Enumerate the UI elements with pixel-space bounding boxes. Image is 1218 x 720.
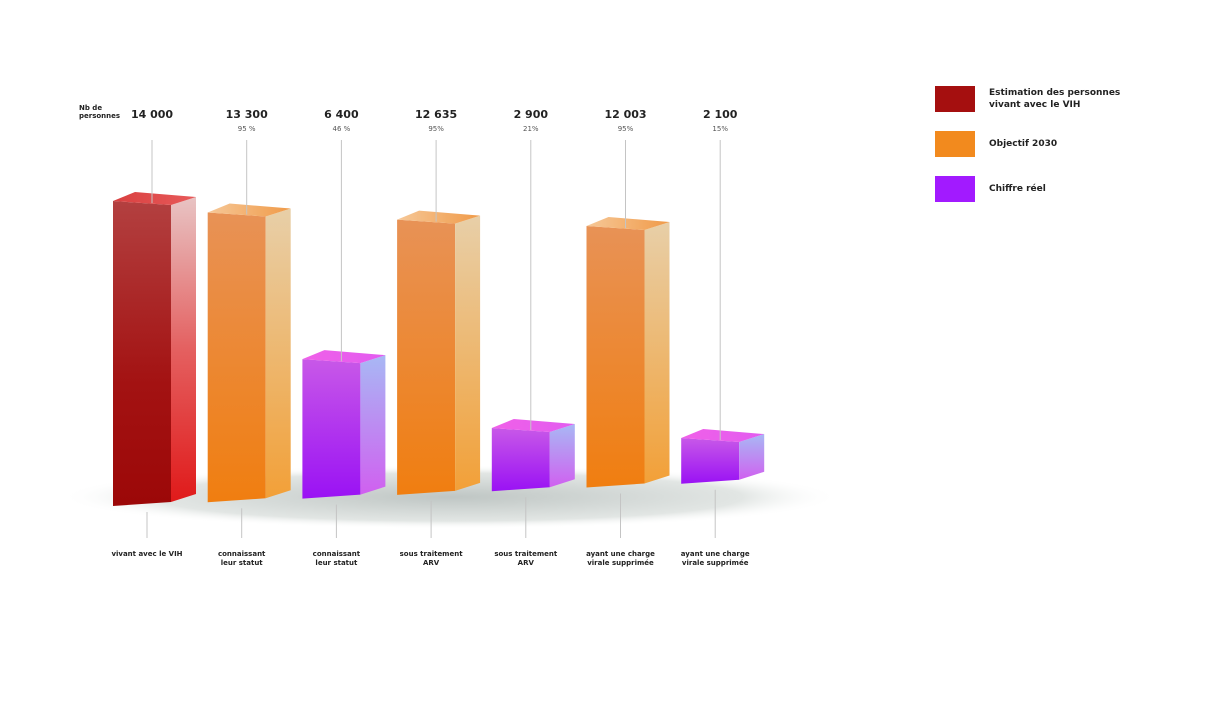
value-label: 2 100: [703, 108, 738, 121]
value-label: 13 300: [226, 108, 268, 121]
bar-6-objectif: [586, 217, 670, 488]
bar-side-face: [455, 215, 481, 491]
category-label: connaissant leur statut: [218, 550, 266, 567]
bar-1-estimation: [113, 192, 196, 506]
value-label: 6 400: [324, 108, 359, 121]
bar-3-reel: [302, 350, 386, 499]
legend-item-estimation: Estimation des personnes vivant avec le …: [935, 86, 1175, 112]
category-label: connaissant leur statut: [313, 550, 361, 567]
legend-item-objectif: Objectif 2030: [935, 131, 1175, 157]
value-label: 14 000: [131, 108, 173, 121]
percent-label: 21%: [523, 125, 539, 133]
bar-top-face: [302, 350, 386, 364]
value-label: 2 900: [514, 108, 549, 121]
bar-side-face: [644, 222, 670, 484]
percent-label: 15%: [712, 125, 728, 133]
category-label: sous traitement ARV: [494, 550, 558, 567]
bar-top-face: [207, 203, 291, 217]
category-label: sous traitement ARV: [400, 550, 464, 567]
bar-front-face: [207, 212, 266, 503]
bar-side-face: [265, 208, 291, 499]
bar-front-face: [302, 359, 361, 499]
bar-front-face: [397, 219, 456, 495]
percent-label: 46 %: [333, 125, 351, 133]
percent-label: 95%: [618, 125, 634, 133]
value-label: 12 003: [604, 108, 646, 121]
category-label: vivant avec le VIH: [111, 550, 182, 558]
bar-front-face: [586, 226, 645, 488]
legend-label-objectif: Objectif 2030: [989, 139, 1058, 149]
bar-side-face: [549, 424, 575, 488]
bar-top-face: [586, 217, 670, 231]
bar-side-face: [360, 355, 386, 495]
category-label: ayant une charge virale supprimée: [681, 550, 750, 567]
bar-side-face: [739, 434, 765, 480]
bar-top-face: [491, 419, 575, 433]
bar-front-face: [681, 438, 740, 484]
bar-2-objectif: [207, 203, 291, 503]
legend: Estimation des personnes vivant avec le …: [935, 86, 1175, 221]
legend-swatch-estimation: [935, 86, 975, 112]
bar-side-face: [171, 197, 196, 502]
percent-label: 95 %: [238, 125, 256, 133]
bar-top-face: [113, 192, 196, 205]
bar-front-face: [113, 201, 171, 506]
bar-top-face: [397, 210, 481, 224]
bar-5-reel: [491, 419, 575, 492]
bar-7-reel: [681, 429, 765, 484]
legend-label-reel: Chiffre réel: [989, 184, 1046, 194]
legend-item-reel: Chiffre réel: [935, 176, 1175, 202]
category-label: ayant une charge virale supprimée: [586, 550, 655, 567]
percent-label: 95%: [428, 125, 444, 133]
bar-top-face: [681, 429, 765, 443]
y-unit-label: Nb de personnes: [79, 104, 120, 120]
value-label: 12 635: [415, 108, 457, 121]
legend-label-estimation: Estimation des personnes vivant avec le …: [989, 88, 1121, 110]
legend-swatch-reel: [935, 176, 975, 202]
bar-4-objectif: [397, 210, 481, 495]
bar-front-face: [491, 428, 550, 492]
legend-swatch-objectif: [935, 131, 975, 157]
